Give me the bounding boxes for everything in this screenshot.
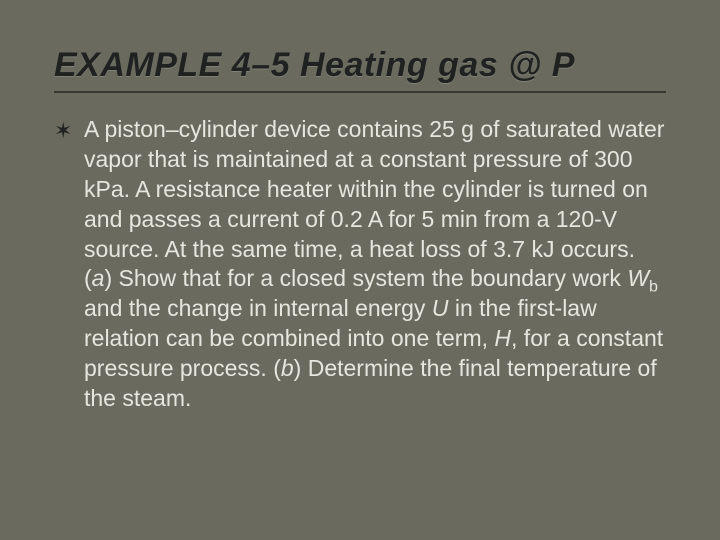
text-segment: H [494, 325, 511, 351]
slide: EXAMPLE 4–5 Heating gas @ P ✶ A piston–c… [0, 0, 720, 540]
slide-title: EXAMPLE 4–5 Heating gas @ P [54, 46, 666, 93]
body-text: A piston–cylinder device contains 25 g o… [84, 115, 666, 414]
text-segment: U [432, 295, 449, 321]
text-segment: b [649, 278, 658, 296]
text-segment: W [627, 265, 649, 291]
text-segment: b [281, 355, 294, 381]
text-segment: a [92, 265, 105, 291]
bullet-icon: ✶ [54, 117, 70, 145]
bullet-item: ✶ A piston–cylinder device contains 25 g… [54, 115, 666, 414]
